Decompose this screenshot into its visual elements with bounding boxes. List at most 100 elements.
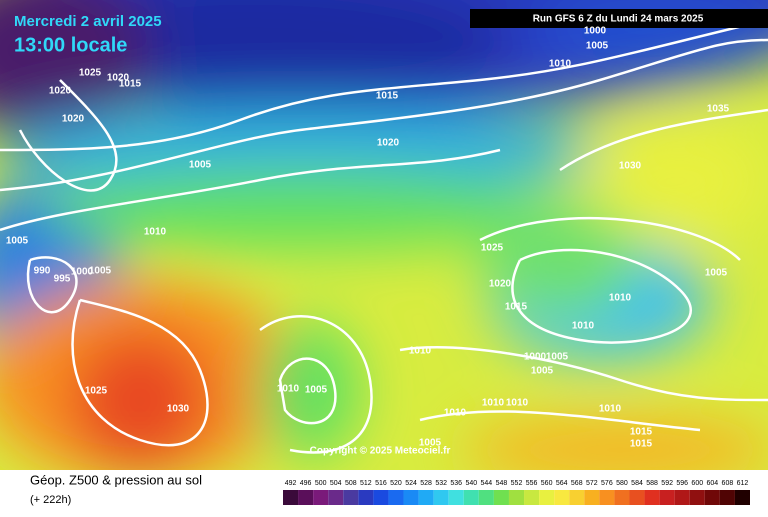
legend-label: 600 bbox=[691, 480, 703, 487]
isobar-label: 1030 bbox=[167, 404, 190, 415]
legend-label: 500 bbox=[315, 480, 327, 487]
legend-label: 504 bbox=[330, 480, 342, 487]
legend-label: 524 bbox=[405, 480, 417, 487]
legend-label: 564 bbox=[556, 480, 568, 487]
legend-swatch bbox=[373, 490, 389, 505]
legend-label: 592 bbox=[661, 480, 673, 487]
isobar-label: 1015 bbox=[505, 302, 528, 313]
legend-swatch bbox=[569, 490, 585, 505]
legend-label: 528 bbox=[420, 480, 432, 487]
copyright: Copyright © 2025 Meteociel.fr bbox=[310, 446, 451, 457]
isobar-label: 1005 bbox=[531, 366, 554, 377]
legend-label: 608 bbox=[722, 480, 734, 487]
isobar-label: 1035 bbox=[707, 104, 730, 115]
legend-swatch bbox=[734, 490, 750, 505]
isobar-label: 1015 bbox=[630, 439, 653, 450]
isobar-label: 1010 bbox=[599, 404, 622, 415]
isobar-label: 1005 bbox=[705, 268, 728, 279]
legend-swatch bbox=[328, 490, 344, 505]
legend: 492 496 500 504 508 512 516 520 524 528 532 536 540 5… bbox=[283, 480, 750, 505]
legend-label: 552 bbox=[511, 480, 523, 487]
isobar-label: 1030 bbox=[619, 161, 642, 172]
legend-swatch bbox=[358, 490, 374, 505]
isobar-label: 1005 bbox=[419, 438, 442, 449]
legend-swatch bbox=[629, 490, 645, 505]
legend-label: 560 bbox=[541, 480, 553, 487]
isobar-label: 1005 bbox=[6, 236, 29, 247]
legend-swatch bbox=[388, 490, 404, 505]
footer-title: Géop. Z500 & pression au sol bbox=[30, 472, 202, 487]
legend-label: 556 bbox=[526, 480, 538, 487]
legend-label: 548 bbox=[496, 480, 508, 487]
footer-lead: (+ 222h) bbox=[30, 494, 71, 506]
legend-swatch bbox=[659, 490, 675, 505]
isobar-label: 1005 bbox=[305, 385, 328, 396]
isobar-label: 1000 bbox=[71, 267, 94, 278]
legend-label: 516 bbox=[375, 480, 387, 487]
legend-swatch bbox=[493, 490, 509, 505]
legend-label: 568 bbox=[571, 480, 583, 487]
isobar-label: 1015 bbox=[119, 79, 142, 90]
legend-swatch bbox=[614, 490, 630, 505]
legend-swatch bbox=[644, 490, 660, 505]
legend-swatch bbox=[448, 490, 464, 505]
legend-label: 520 bbox=[390, 480, 402, 487]
legend-label: 536 bbox=[450, 480, 462, 487]
legend-label: 492 bbox=[285, 480, 297, 487]
legend-swatch bbox=[283, 490, 299, 505]
isobar-label: 1005 bbox=[586, 41, 609, 52]
isobar-label: 1010 bbox=[144, 227, 167, 238]
legend-label: 576 bbox=[601, 480, 613, 487]
legend-label: 596 bbox=[676, 480, 688, 487]
forecast-time: 13:00 locale bbox=[14, 34, 127, 56]
legend-label: 584 bbox=[631, 480, 643, 487]
isobar-label: 1005 bbox=[89, 266, 112, 277]
legend-swatch bbox=[508, 490, 525, 505]
legend-swatch bbox=[463, 490, 479, 505]
isobar-label: 1020 bbox=[489, 279, 512, 290]
isobar-label: 1015 bbox=[630, 427, 653, 438]
legend-label: 580 bbox=[616, 480, 628, 487]
legend-label: 604 bbox=[706, 480, 718, 487]
isobar-label: 1005 bbox=[189, 160, 212, 171]
legend-swatch bbox=[403, 490, 419, 505]
legend-label: 496 bbox=[300, 480, 312, 487]
isobar-label: 1020 bbox=[62, 114, 85, 125]
isobar-label: 1000 bbox=[524, 352, 547, 363]
isobar-label: 1010 bbox=[609, 293, 632, 304]
legend-swatch bbox=[599, 490, 615, 505]
isobar-label: 1020 bbox=[107, 73, 130, 84]
isobar-label: 1020 bbox=[49, 86, 72, 97]
legend-swatch bbox=[478, 490, 494, 505]
legend-swatch bbox=[554, 490, 570, 505]
isobar-label: 1010 bbox=[409, 346, 432, 357]
legend-label: 544 bbox=[481, 480, 493, 487]
isobar-label: 995 bbox=[54, 274, 71, 285]
isobar-label: 1025 bbox=[85, 386, 108, 397]
legend-swatch bbox=[298, 490, 314, 505]
legend-swatch bbox=[719, 490, 735, 505]
legend-swatch bbox=[584, 490, 600, 505]
legend-label: 532 bbox=[435, 480, 447, 487]
legend-swatch bbox=[433, 490, 449, 505]
geopotential-field: Run GFS 6 Z du Lundi 24 mars 2025 Mercre… bbox=[0, 0, 768, 470]
isobar-label: 1010 bbox=[482, 398, 505, 409]
legend-label: 612 bbox=[737, 480, 749, 487]
isobars bbox=[0, 18, 768, 454]
isobar-label: 1005 bbox=[546, 352, 569, 363]
isobar-label: 1010 bbox=[506, 398, 529, 409]
legend-label: 508 bbox=[345, 480, 357, 487]
isobar-label: 1025 bbox=[481, 243, 504, 254]
isobar-label: 1015 bbox=[376, 91, 399, 102]
run-banner bbox=[470, 9, 768, 28]
isobar-label: 1020 bbox=[377, 138, 400, 149]
legend-swatch bbox=[704, 490, 720, 505]
legend-label: 512 bbox=[360, 480, 372, 487]
legend-swatch bbox=[674, 490, 690, 505]
isobar-label: 1000 bbox=[584, 26, 607, 37]
forecast-date: Mercredi 2 avril 2025 bbox=[14, 13, 162, 30]
run-info: Run GFS 6 Z du Lundi 24 mars 2025 bbox=[533, 14, 704, 25]
legend-swatch bbox=[313, 490, 329, 505]
isobar-label: 1010 bbox=[572, 321, 595, 332]
